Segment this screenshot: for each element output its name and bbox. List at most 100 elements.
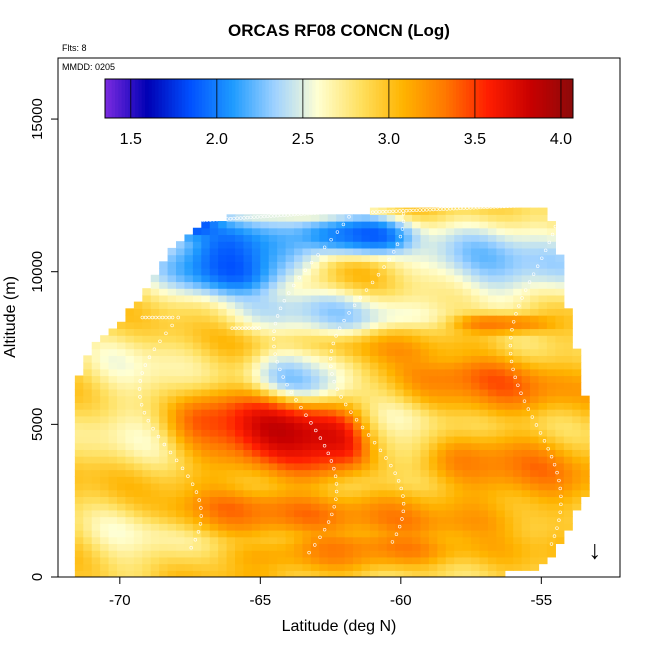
field-cell: [403, 341, 413, 350]
field-cell: [487, 247, 497, 256]
field-cell: [117, 415, 127, 424]
field-cell: [294, 227, 304, 236]
field-cell: [454, 476, 464, 484]
field-cell: [361, 482, 371, 491]
field-cell: [395, 221, 405, 229]
field-cell: [412, 308, 422, 316]
field-cell: [454, 489, 464, 498]
field-cell: [268, 395, 278, 403]
track-point: [142, 411, 147, 415]
field-cell: [243, 341, 253, 350]
field-cell: [251, 489, 261, 498]
field-cell: [521, 523, 531, 531]
field-cell: [91, 415, 101, 424]
field-cell: [546, 382, 556, 390]
field-cell: [294, 234, 304, 242]
field-cell: [125, 315, 135, 323]
field-cell: [428, 241, 438, 249]
field-cell: [369, 550, 379, 558]
field-cell: [226, 489, 236, 498]
field-cell: [428, 509, 438, 518]
field-cell: [150, 469, 160, 477]
field-cell: [150, 516, 160, 524]
field-cell: [108, 556, 118, 565]
field-cell: [437, 570, 447, 577]
field-cell: [327, 496, 337, 504]
field-cell: [344, 221, 354, 229]
field-cell: [504, 274, 514, 283]
field-cell: [302, 469, 312, 477]
flight-track: [137, 203, 563, 555]
track-point: [557, 518, 561, 522]
field-cell: [479, 415, 489, 424]
field-cell: [108, 523, 118, 531]
field-cell: [538, 234, 548, 242]
field-cell: [479, 214, 489, 222]
field-cell: [462, 415, 472, 424]
field-cell: [353, 489, 363, 498]
track-point: [378, 448, 383, 452]
field-cell: [530, 308, 540, 316]
field-cell: [479, 328, 489, 336]
field-cell: [285, 328, 295, 336]
field-cell: [353, 563, 363, 571]
field-cell: [555, 536, 565, 545]
field-cell: [159, 281, 169, 289]
field-cell: [530, 550, 540, 558]
colorbar-segment: [399, 79, 404, 118]
field-cell: [142, 556, 152, 565]
track-point: [512, 204, 517, 208]
field-cell: [201, 456, 211, 464]
field-cell: [361, 214, 371, 222]
field-cell: [209, 261, 219, 269]
field-cell: [504, 281, 514, 289]
field-cell: [428, 348, 438, 356]
field-cell: [521, 516, 531, 524]
field-cell: [142, 355, 152, 363]
field-cell: [563, 462, 573, 471]
field-cell: [504, 462, 514, 471]
field-cell: [386, 415, 396, 424]
field-cell: [117, 321, 127, 330]
field-cell: [235, 523, 245, 531]
field-cell: [268, 241, 278, 249]
field-cell: [302, 308, 312, 316]
field-cell: [150, 543, 160, 551]
field-cell: [268, 429, 278, 437]
field-cell: [125, 536, 135, 545]
field-cell: [572, 442, 582, 450]
field-cell: [471, 382, 481, 390]
colorbar-segment: [245, 79, 250, 118]
field-cell: [218, 362, 228, 370]
field-cell: [117, 362, 127, 370]
field-cell: [125, 449, 135, 457]
field-cell: [142, 509, 152, 518]
field-cell: [327, 550, 337, 558]
field-cell: [167, 402, 177, 410]
field-cell: [530, 335, 540, 343]
colorbar-segment: [395, 79, 400, 118]
field-cell: [327, 227, 337, 236]
field-cell: [285, 308, 295, 316]
track-point: [394, 532, 399, 536]
field-cell: [260, 550, 270, 558]
field-cell: [513, 368, 523, 377]
field-cell: [336, 469, 346, 477]
field-cell: [420, 482, 430, 491]
field-cell: [344, 449, 354, 457]
field-cell: [184, 415, 194, 424]
field-cell: [445, 462, 455, 471]
field-cell: [150, 308, 160, 316]
field-cell: [201, 395, 211, 403]
field-cell: [479, 529, 489, 538]
track-point: [292, 283, 296, 288]
field-cell: [302, 281, 312, 289]
field-cell: [563, 315, 573, 323]
field-cell: [74, 550, 84, 558]
field-cell: [437, 509, 447, 518]
track-point: [342, 318, 346, 323]
field-cell: [572, 435, 582, 444]
field-cell: [454, 355, 464, 363]
field-cell: [369, 348, 379, 356]
field-cell: [513, 388, 523, 397]
